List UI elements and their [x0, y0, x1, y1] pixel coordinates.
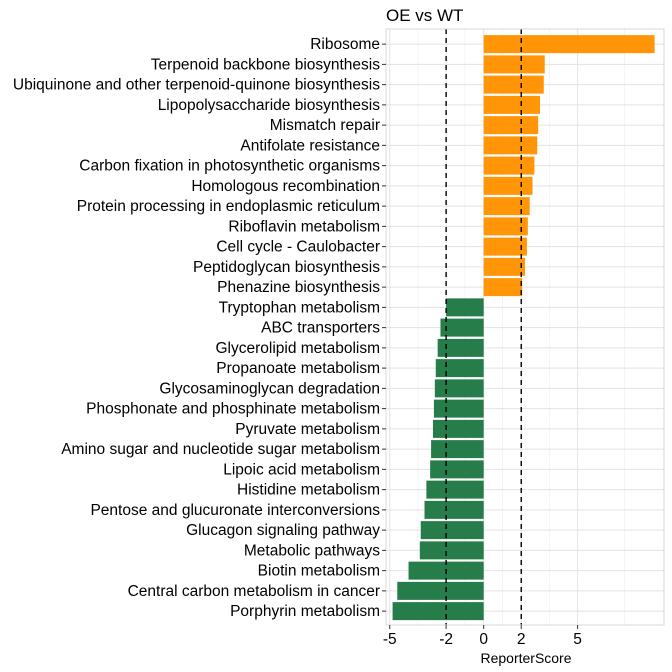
bar — [437, 338, 484, 357]
category-label: Phosphonate and phosphinate metabolism — [86, 401, 380, 418]
category-label: Glycosaminoglycan degradation — [159, 380, 380, 397]
bar — [483, 55, 545, 74]
category-label: Ubiquinone and other terpenoid-quinone b… — [13, 77, 380, 94]
category-label: Phenazine biosynthesis — [217, 279, 380, 296]
bar — [483, 217, 528, 236]
category-label: Lipoic acid metabolism — [223, 461, 380, 478]
bar — [432, 419, 484, 438]
category-label: Histidine metabolism — [237, 482, 380, 499]
category-label: Glucagon signaling pathway — [186, 522, 380, 539]
bar — [483, 156, 535, 175]
category-label: Homologous recombination — [191, 178, 380, 195]
bar — [419, 541, 484, 560]
category-label: Glycerolipid metabolism — [215, 340, 380, 357]
category-label: Terpenoid backbone biosynthesis — [151, 56, 380, 73]
bar — [483, 176, 533, 195]
category-label: Protein processing in endoplasmic reticu… — [77, 198, 380, 215]
bar — [483, 278, 523, 297]
category-label: Cell cycle - Caulobacter — [216, 239, 380, 256]
category-label: Antifolate resistance — [240, 137, 380, 154]
category-label: Biotin metabolism — [258, 563, 380, 580]
bar — [446, 298, 484, 317]
category-label: Carbon fixation in photosynthetic organi… — [79, 158, 380, 175]
category-label: Tryptophan metabolism — [219, 299, 380, 316]
bar — [483, 136, 538, 155]
bar — [483, 116, 539, 135]
bar — [483, 95, 541, 114]
bar — [431, 440, 484, 459]
bar — [426, 480, 484, 499]
category-label: Amino sugar and nucleotide sugar metabol… — [61, 441, 380, 458]
category-label: Lipopolysaccharide biosynthesis — [158, 97, 381, 114]
bar — [392, 602, 484, 621]
category-label: ABC transporters — [261, 320, 380, 337]
category-label: Pentose and glucuronate interconversions — [90, 502, 380, 519]
category-label: Metabolic pathways — [244, 542, 380, 559]
category-label: Central carbon metabolism in cancer — [128, 583, 380, 600]
x-tick-label: 5 — [573, 631, 582, 648]
category-label: Propanoate metabolism — [216, 360, 380, 377]
x-tick-label: 2 — [517, 631, 526, 648]
category-label: Ribosome — [310, 36, 380, 53]
bar — [420, 521, 484, 540]
bar — [397, 581, 484, 600]
bar — [483, 237, 527, 256]
bar — [483, 35, 655, 54]
bar — [440, 318, 484, 337]
chart-title: OE vs WT — [386, 6, 463, 25]
bar — [483, 197, 530, 216]
category-label: Peptidoglycan biosynthesis — [193, 259, 380, 276]
bar — [483, 257, 525, 276]
bar — [433, 399, 484, 418]
bar — [435, 359, 484, 378]
category-label: Mismatch repair — [270, 117, 380, 134]
category-label: Pyruvate metabolism — [235, 421, 380, 438]
bar — [424, 500, 484, 519]
x-tick-label: 0 — [479, 631, 488, 648]
x-tick-label: -2 — [439, 631, 453, 648]
category-label: Porphyrin metabolism — [230, 603, 380, 620]
plot-panel: Ribosome Terpenoid backbone biosynthesis U… — [13, 28, 665, 648]
x-tick-label: -5 — [383, 631, 397, 648]
bar — [430, 460, 484, 479]
bar — [483, 75, 544, 94]
panel-border — [385, 28, 665, 626]
bar — [434, 379, 484, 398]
category-label: Riboflavin metabolism — [228, 218, 380, 235]
x-axis-title: ReporterScore — [480, 650, 571, 666]
